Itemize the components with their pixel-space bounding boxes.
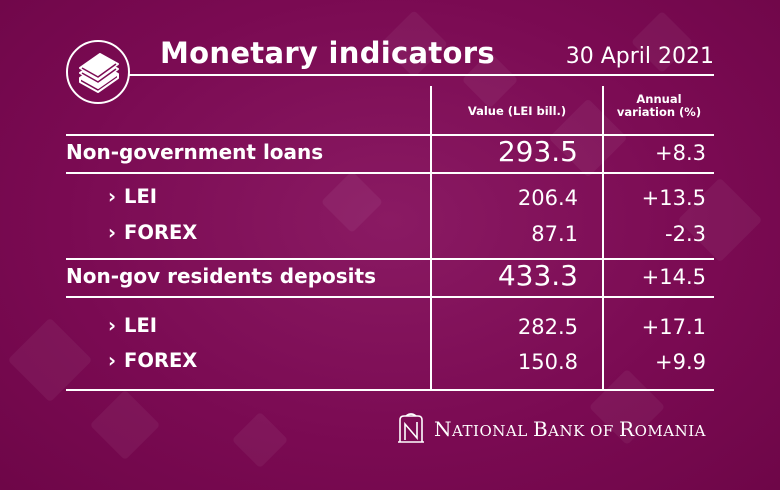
- chevron-right-icon: ›: [108, 185, 117, 208]
- row-label-deposits: Non-gov residents deposits: [66, 264, 376, 288]
- bg-diamond: [231, 411, 289, 469]
- value-deposits-lei: 282.5: [517, 315, 578, 339]
- column-header-annual-line1: Annual: [636, 92, 682, 106]
- variation-deposits: +14.5: [641, 265, 706, 289]
- row-divider: [66, 296, 714, 298]
- chevron-right-icon: ›: [108, 349, 117, 372]
- column-header-annual-line2: variation (%): [616, 105, 702, 119]
- row-divider: [66, 258, 714, 260]
- chevron-right-icon: ›: [108, 314, 117, 337]
- value-loans: 293.5: [497, 135, 578, 168]
- variation-loans: +8.3: [655, 141, 706, 165]
- row-label-text: LEI: [124, 185, 158, 208]
- row-label-loans: Non-government loans: [66, 140, 324, 164]
- report-date: 30 April 2021: [565, 44, 714, 69]
- column-header-annual: Annual variation (%): [604, 93, 714, 119]
- row-label-loans-forex: › FOREX: [108, 221, 197, 244]
- column-header-value: Value (LEI bill.): [467, 104, 567, 118]
- bank-name: NATIONAL BANK OF ROMANIA: [434, 417, 706, 441]
- variation-deposits-forex: +9.9: [655, 350, 706, 374]
- bank-signature: NATIONAL BANK OF ROMANIA: [396, 412, 706, 446]
- row-divider: [66, 172, 714, 174]
- bg-diamond: [320, 170, 384, 234]
- value-loans-forex: 87.1: [531, 222, 578, 246]
- bg-diamond: [89, 389, 161, 461]
- nbr-monogram-logo: [398, 413, 424, 443]
- row-label-text: FOREX: [124, 349, 198, 372]
- banknotes-stack-icon: [66, 40, 130, 104]
- value-deposits: 433.3: [497, 259, 578, 292]
- row-label-text: FOREX: [124, 221, 198, 244]
- variation-loans-forex: -2.3: [665, 222, 706, 246]
- column-divider: [602, 86, 604, 389]
- page-title: Monetary indicators: [160, 36, 495, 70]
- variation-deposits-lei: +17.1: [641, 315, 706, 339]
- row-divider: [66, 134, 714, 136]
- header-rule: [128, 74, 714, 76]
- row-label-deposits-lei: › LEI: [108, 314, 157, 337]
- chevron-right-icon: ›: [108, 221, 117, 244]
- row-label-text: LEI: [124, 314, 158, 337]
- variation-loans-lei: +13.5: [641, 186, 706, 210]
- column-divider: [430, 86, 432, 389]
- value-deposits-forex: 150.8: [517, 350, 578, 374]
- row-divider: [66, 389, 714, 391]
- row-label-loans-lei: › LEI: [108, 185, 157, 208]
- value-loans-lei: 206.4: [517, 186, 578, 210]
- row-label-deposits-forex: › FOREX: [108, 349, 197, 372]
